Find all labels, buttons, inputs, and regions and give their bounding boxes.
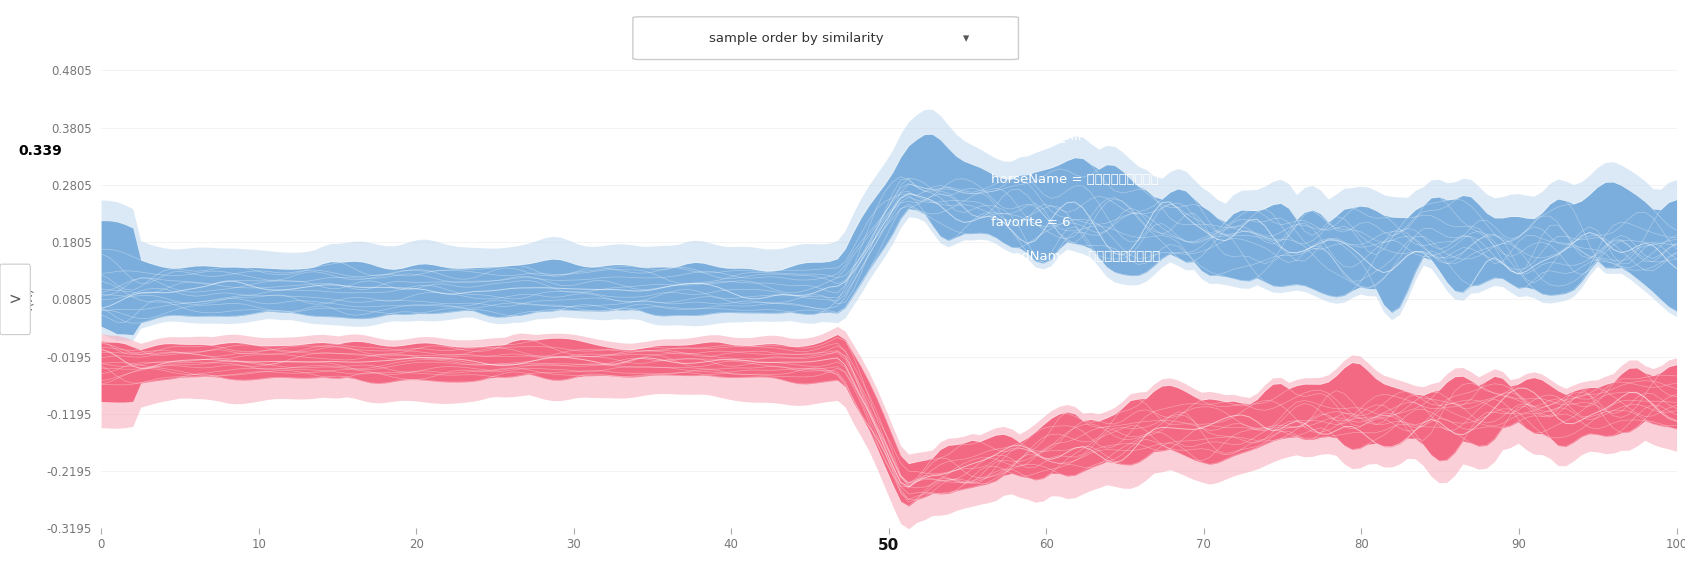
FancyBboxPatch shape — [634, 17, 1018, 59]
Text: breedName = ホーリーシュラウド: breedName = ホーリーシュラウド — [991, 250, 1161, 263]
Text: favorite = 6: favorite = 6 — [991, 216, 1070, 229]
Text: race_span_fill = 1,095: race_span_fill = 1,095 — [991, 130, 1139, 143]
Y-axis label: f(x): f(x) — [22, 287, 35, 312]
Text: odds = 10: odds = 10 — [991, 279, 1060, 292]
Text: 0.339: 0.339 — [19, 144, 62, 158]
FancyBboxPatch shape — [0, 264, 30, 335]
Text: sample order by similarity: sample order by similarity — [709, 32, 883, 45]
Text: >: > — [8, 292, 22, 307]
Text: ▾: ▾ — [964, 32, 969, 45]
Text: horseName = ホーリーインパクト: horseName = ホーリーインパクト — [991, 173, 1159, 186]
